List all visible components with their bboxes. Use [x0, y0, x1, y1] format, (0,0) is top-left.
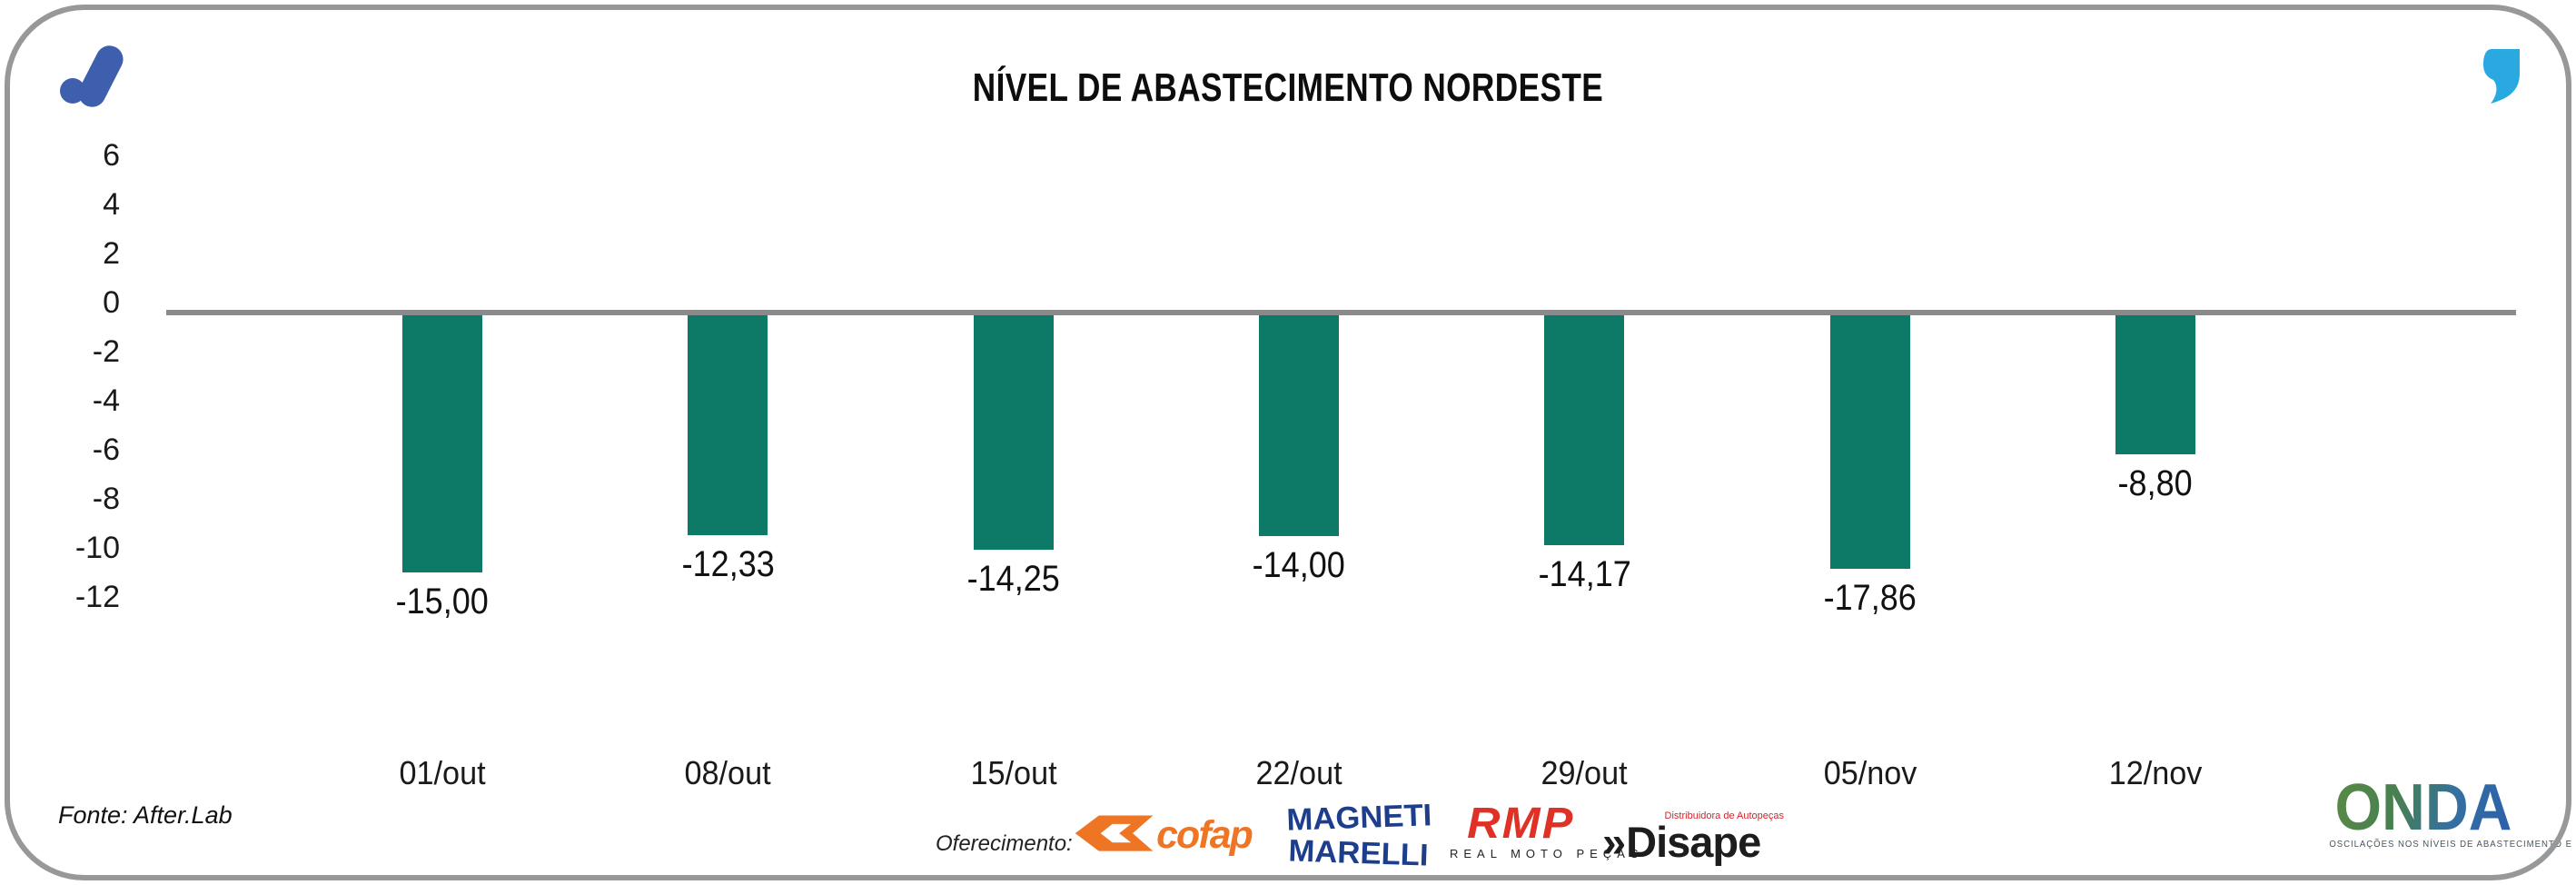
disape-logo: Distribuidora de Autopeças » Disape [1602, 810, 1784, 863]
rmp-logo-text: RMP [1466, 800, 1575, 848]
bar [1258, 315, 1339, 536]
bar-value-label: -14,17 [1538, 554, 1631, 594]
bar-value-label: -14,00 [1252, 545, 1346, 585]
source-note: Fonte: After.Lab [58, 801, 233, 829]
quote-icon [2483, 49, 2520, 104]
magneti-marelli-line2: MARELLI [1288, 833, 1430, 873]
bar [402, 315, 483, 572]
x-axis-label: 08/out [684, 754, 771, 791]
page-title-text: NÍVEL DE ABASTECIMENTO NORDESTE [972, 65, 1604, 110]
svg-text:cofap: cofap [1156, 813, 1253, 857]
y-axis-tick-label: -10 [74, 531, 120, 565]
y-axis-tick-label: -6 [92, 433, 120, 467]
page-title: NÍVEL DE ABASTECIMENTO NORDESTE [0, 65, 2576, 111]
bar [1829, 315, 1910, 569]
zero-axis-line [166, 310, 2516, 315]
disape-logo-text: » Disape [1602, 818, 1761, 866]
y-axis-tick-label: -8 [92, 482, 120, 516]
bar-value-label: -8,80 [2117, 463, 2193, 503]
bar-column: -14,00 [1156, 315, 1442, 751]
y-axis-tick-label: 0 [103, 285, 120, 320]
afterlab-logo-dot [60, 78, 85, 104]
bar [688, 315, 768, 535]
x-axis-label: 15/out [970, 754, 1057, 791]
x-axis-label: 01/out [399, 754, 486, 791]
bar-column: -15,00 [300, 315, 585, 751]
y-axis-tick-label: -4 [92, 383, 120, 418]
bar [1544, 315, 1625, 545]
afterlab-logo-icon [60, 41, 142, 112]
bar-value-label: -12,33 [681, 544, 775, 584]
bar-value-label: -17,86 [1823, 578, 1917, 618]
bar [2115, 315, 2195, 454]
x-axis-label: 22/out [1255, 754, 1342, 791]
y-axis-tick-label: -2 [92, 334, 120, 369]
onda-logo-tagline: OSCILAÇÕES NOS NÍVEIS DE ABASTECIMENTO E… [2329, 840, 2576, 850]
bar-column: -14,17 [1442, 315, 1727, 751]
bar-plot-area: -15,00 -12,33 -14,25 -14,00 -14,17 -17,86 -8,8… [300, 315, 2298, 751]
cofap-logo: cofap [1072, 809, 1268, 864]
y-axis-tick-label: 2 [103, 236, 120, 271]
x-axis-label: 29/out [1541, 754, 1628, 791]
disape-logo-subtext: Distribuidora de Autopeças [1664, 810, 1784, 821]
magneti-marelli-line1: MAGNETI [1285, 798, 1432, 838]
rmp-logo-subtext: REAL MOTO PEÇAS [1450, 847, 1644, 860]
bar-value-label: -15,00 [396, 582, 490, 621]
x-axis-label: 05/nov [1823, 754, 1917, 791]
y-axis-tick-label: -12 [74, 580, 120, 614]
bar-column: -8,80 [2013, 315, 2298, 751]
bar-value-label: -14,25 [966, 559, 1060, 599]
onda-logo: ONDA OSCILAÇÕES NOS NÍVEIS DE ABASTECIME… [2325, 771, 2576, 850]
y-axis-tick-label: 6 [103, 138, 120, 173]
magneti-marelli-logo: MAGNETI MARELLI [1285, 798, 1432, 876]
x-axis: 01/out 08/out 15/out 22/out 29/out 05/nov 12/n… [300, 754, 2298, 792]
bar-column: -14,25 [871, 315, 1156, 751]
bar [973, 315, 1054, 550]
rmp-logo: RMP REAL MOTO PEÇAS [1450, 800, 1644, 861]
bar-column: -12,33 [585, 315, 870, 751]
bar-column: -17,86 [1727, 315, 2012, 751]
x-axis-label: 12/nov [2108, 754, 2203, 791]
disape-chevrons: » [1602, 818, 1626, 866]
onda-logo-text: ONDA [2334, 771, 2512, 844]
y-axis-tick-label: 4 [103, 187, 120, 222]
sponsor-label: Oferecimento: [936, 831, 1073, 856]
